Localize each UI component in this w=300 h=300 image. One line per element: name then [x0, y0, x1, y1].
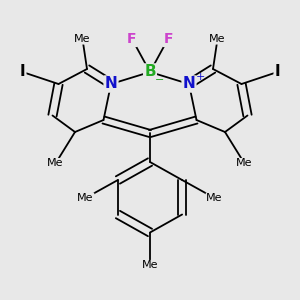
Text: −: −	[155, 74, 164, 85]
Text: I: I	[275, 64, 280, 80]
Text: I: I	[20, 64, 25, 80]
Text: F: F	[127, 32, 137, 46]
Text: N: N	[183, 76, 195, 92]
Text: N: N	[105, 76, 117, 92]
Text: Me: Me	[74, 34, 91, 44]
Text: Me: Me	[209, 34, 226, 44]
Text: Me: Me	[236, 158, 253, 169]
Text: Me: Me	[206, 193, 223, 203]
Text: F: F	[163, 32, 173, 46]
Text: Me: Me	[47, 158, 64, 169]
Text: Me: Me	[142, 260, 158, 271]
Text: +: +	[196, 72, 205, 82]
Text: Me: Me	[77, 193, 94, 203]
Text: B: B	[144, 64, 156, 80]
